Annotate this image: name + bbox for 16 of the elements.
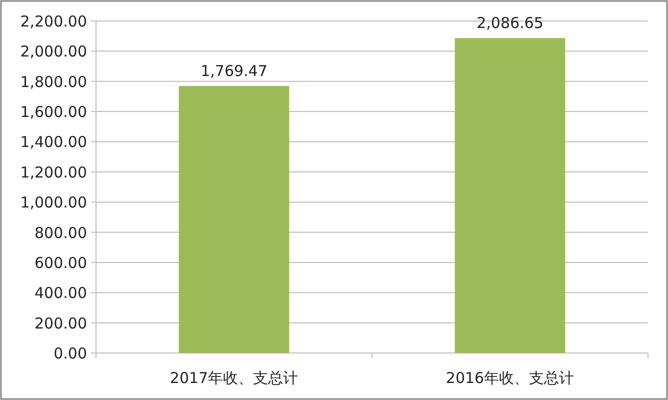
- y-tick-label: 400.00: [34, 284, 87, 302]
- y-tick-label: 0.00: [54, 344, 87, 362]
- data-label: 1,769.47: [200, 62, 268, 80]
- y-tick-label: 800.00: [34, 224, 87, 242]
- y-tick-label: 2,200.00: [20, 12, 87, 30]
- y-tick-label: 1,000.00: [20, 194, 87, 212]
- y-tick-label: 1,400.00: [20, 133, 87, 152]
- y-tick-label: 2,000.00: [20, 42, 87, 61]
- x-tick-label: 2016年收、支总计: [446, 369, 574, 387]
- y-tick-label: 1,800.00: [20, 72, 87, 91]
- y-tick-label: 1,600.00: [20, 103, 87, 122]
- data-label: 2,086.65: [476, 14, 544, 32]
- y-tick-label: 1,200.00: [20, 163, 87, 182]
- x-tick-label: 2017年收、支总计: [170, 369, 298, 387]
- y-tick-label: 200.00: [34, 314, 87, 332]
- y-tick-label: 600.00: [34, 254, 87, 272]
